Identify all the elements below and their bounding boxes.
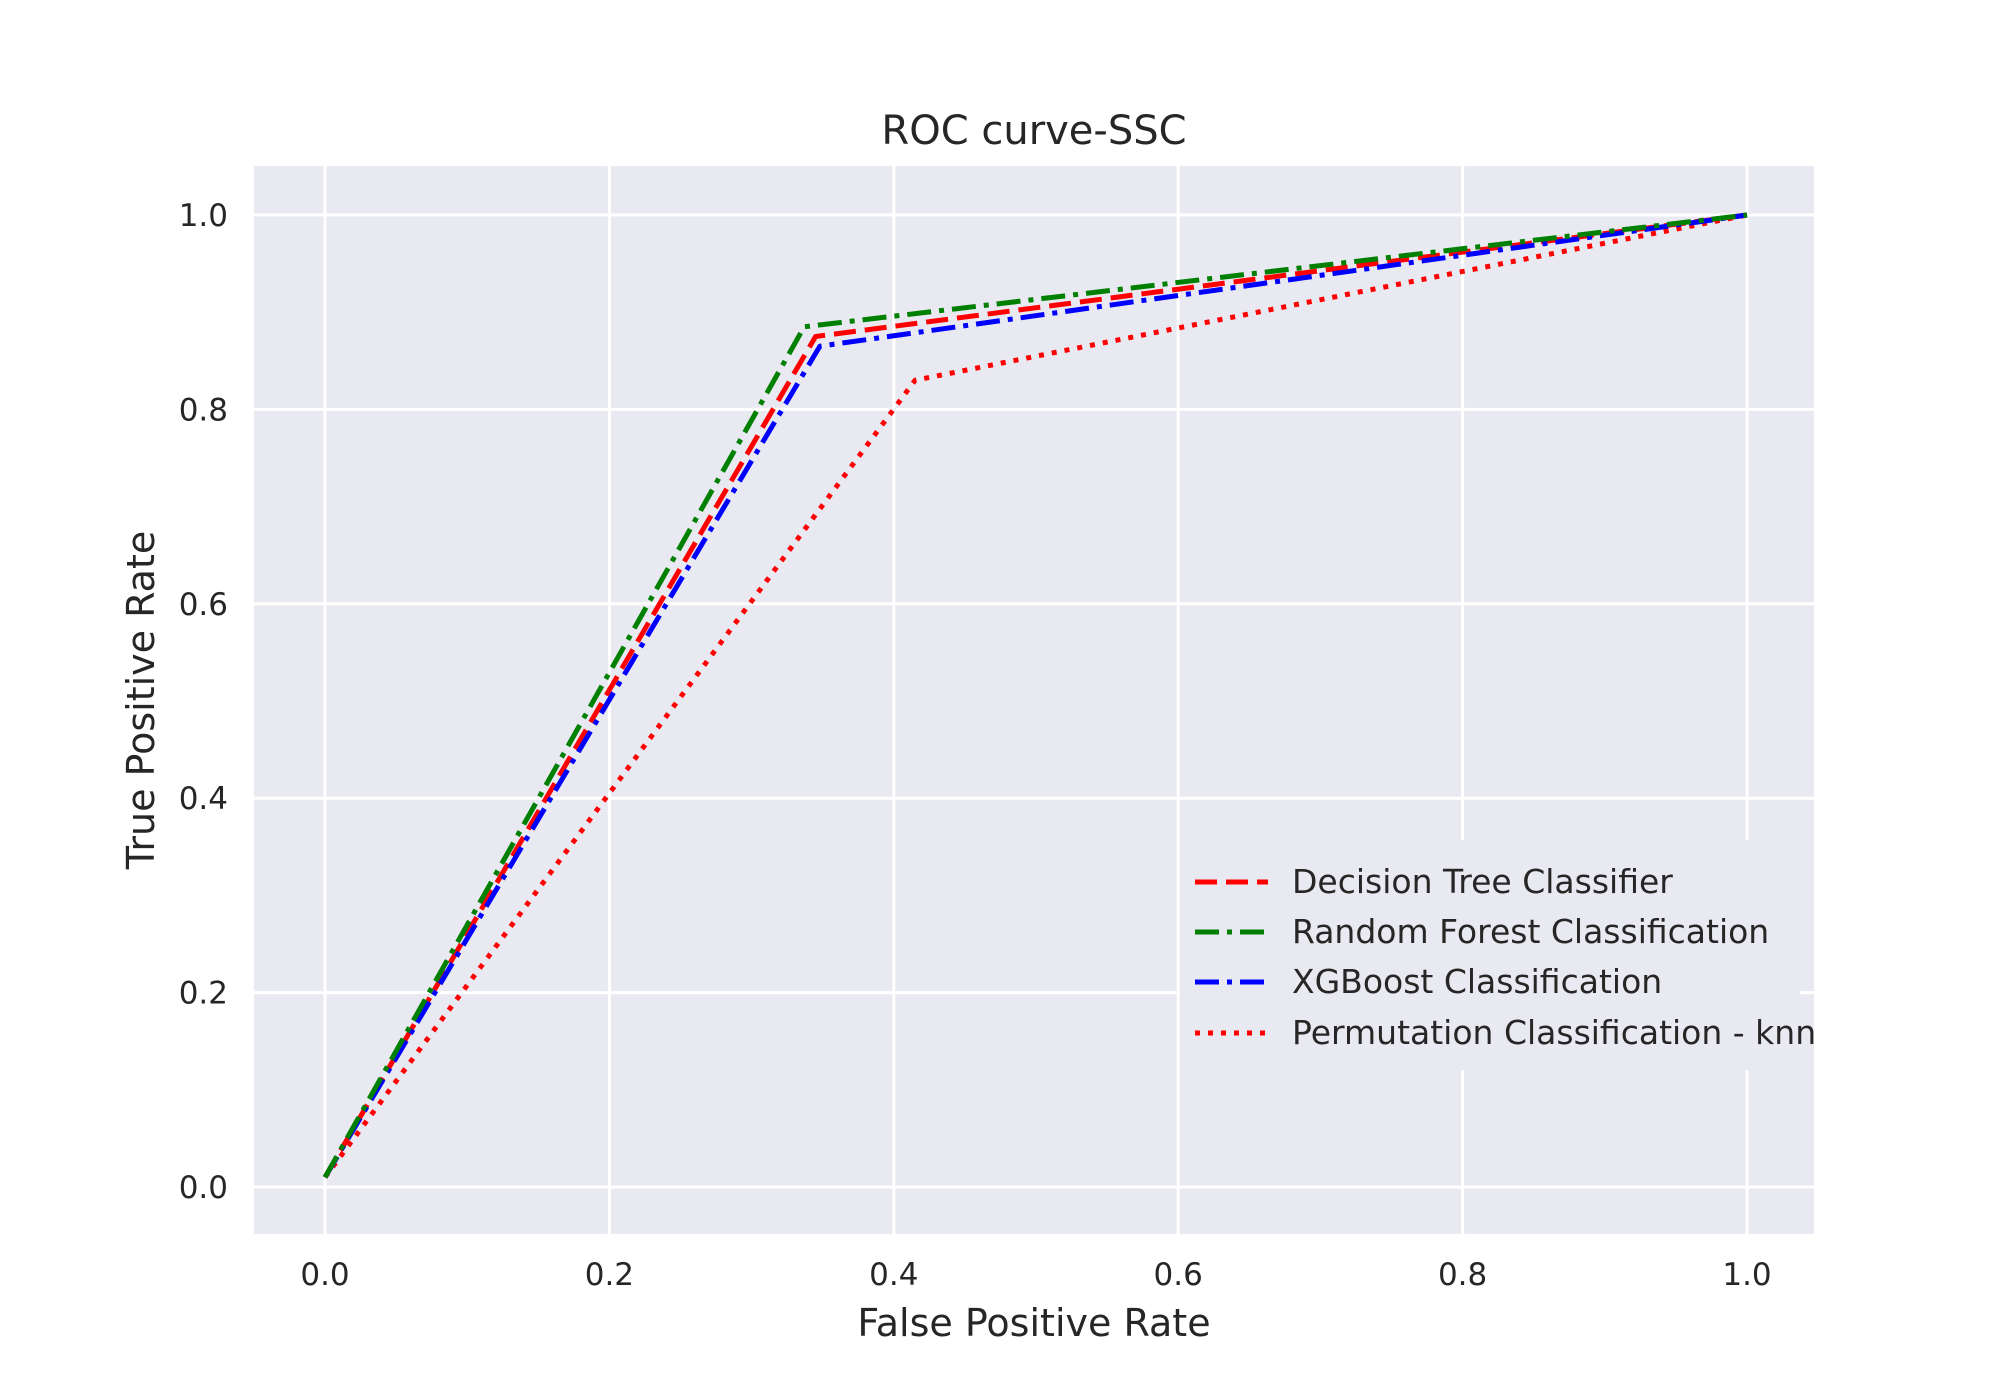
x-tick-labels: 0.0 0.2 0.4 0.6 0.8 1.0: [300, 1257, 1771, 1293]
chart-title: ROC curve-SSC: [881, 108, 1186, 154]
y-axis-label: True Positive Rate: [119, 531, 163, 871]
series-line-decision-tree-classifier: [322, 212, 1748, 1179]
y-tick-label: 0.2: [179, 976, 228, 1012]
legend: Decision Tree Classifier Random Forest C…: [1180, 840, 1816, 1070]
legend-label-decision-tree: Decision Tree Classifier: [1292, 862, 1673, 901]
y-tick-label: 1.0: [179, 198, 228, 234]
series-line-random-forest-classification: [322, 212, 1748, 1179]
y-tick-label: 0.0: [179, 1170, 228, 1206]
y-tick-labels: 0.0 0.2 0.4 0.6 0.8 1.0: [179, 198, 228, 1206]
x-tick-label: 0.0: [300, 1257, 349, 1293]
legend-box: [1180, 840, 1800, 1070]
y-tick-label: 0.4: [179, 781, 228, 817]
grid: [254, 166, 1814, 1234]
x-tick-label: 0.8: [1438, 1257, 1487, 1293]
x-axis-label: False Positive Rate: [857, 1301, 1210, 1345]
legend-label-xgboost: XGBoost Classification: [1292, 962, 1662, 1001]
series-lines: [322, 212, 1748, 1179]
legend-label-permutation-knn: Permutation Classification - knn: [1292, 1013, 1816, 1052]
series-line-xgboost-classification: [322, 212, 1748, 1179]
x-tick-label: 0.4: [869, 1257, 918, 1293]
x-tick-label: 0.2: [585, 1257, 634, 1293]
legend-label-random-forest: Random Forest Classification: [1292, 912, 1769, 951]
x-tick-label: 0.6: [1154, 1257, 1203, 1293]
y-tick-label: 0.8: [179, 392, 228, 428]
series-line-permutation-classification-knn: [322, 212, 1748, 1179]
y-tick-label: 0.6: [179, 587, 228, 623]
x-tick-label: 1.0: [1722, 1257, 1771, 1293]
plot-area: [254, 166, 1814, 1234]
